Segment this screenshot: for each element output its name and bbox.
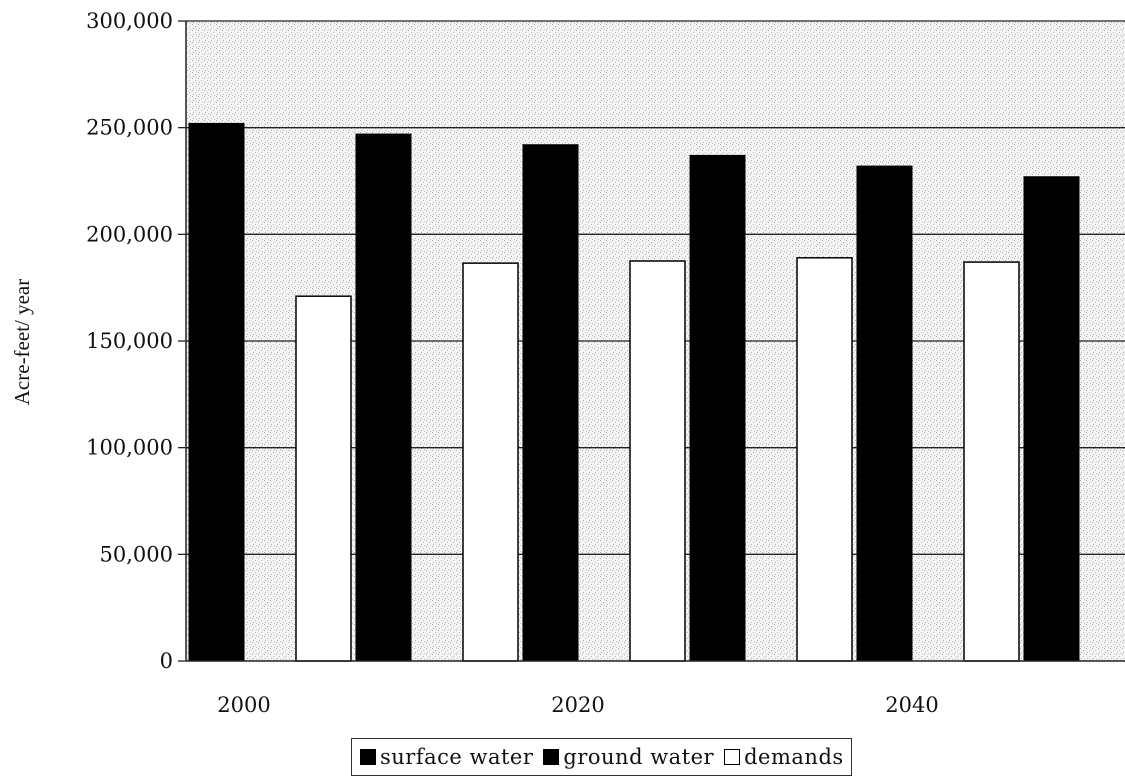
bar-demands (462, 262, 519, 662)
legend-swatch-demands (724, 749, 741, 765)
y-axis-label: Acre-feet/ year (10, 279, 34, 405)
legend-swatch-ground-water (543, 749, 560, 765)
y-tick-labels: 0 50,000 100,000 150,000 200,000 250,000 300,0… (86, 9, 173, 673)
bar-ground-water (1023, 176, 1080, 662)
x-tick-label: 2020 (551, 693, 604, 717)
legend: surface water ground water demands (351, 738, 852, 776)
y-tick-label: 300,000 (86, 9, 173, 33)
x-tick-label: 2000 (217, 693, 270, 717)
y-tick-label: 50,000 (100, 542, 173, 566)
bar-ground-water (856, 165, 913, 662)
legend-item-surface-water: surface water (360, 745, 533, 769)
bar-ground-water (188, 122, 245, 662)
y-tick-label: 250,000 (86, 116, 173, 140)
bar-ground-water (522, 144, 579, 662)
bar-demands (629, 260, 686, 662)
legend-swatch-surface-water (360, 749, 376, 765)
y-tick-label: 0 (160, 649, 173, 673)
legend-label-surface-water: surface water (380, 745, 534, 769)
x-tick-labels: 2000 2020 2040 (217, 693, 938, 717)
x-tick-label: 2040 (885, 693, 938, 717)
bar-ground-water (355, 133, 412, 662)
legend-label-ground-water: ground water (563, 745, 715, 769)
legend-item-ground-water: ground water (543, 745, 714, 769)
bars (188, 122, 1080, 662)
y-tick-label: 150,000 (86, 329, 173, 353)
axes (178, 20, 1125, 662)
bar-ground-water (689, 154, 746, 662)
y-tick-label: 100,000 (86, 436, 173, 460)
bar-demands (295, 295, 352, 662)
legend-item-demands: demands (724, 745, 844, 769)
bar-demands (796, 257, 853, 662)
legend-label-demands: demands (744, 745, 844, 769)
bar-demands (963, 261, 1020, 662)
y-tick-label: 200,000 (86, 222, 173, 246)
